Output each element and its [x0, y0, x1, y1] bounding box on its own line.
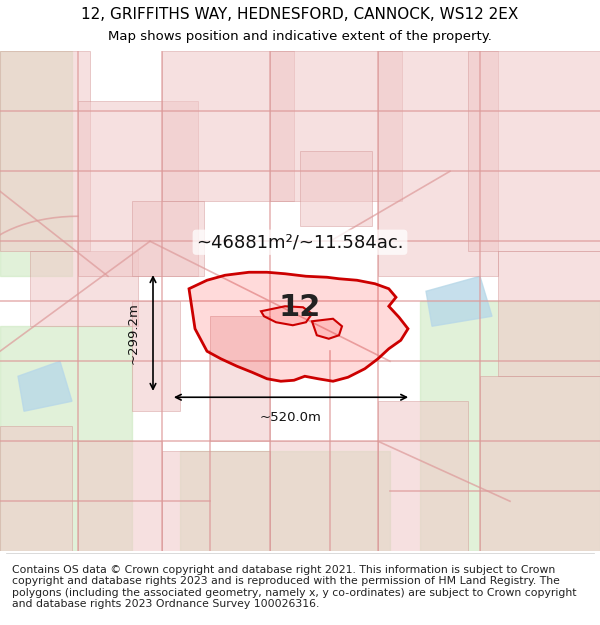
- Bar: [132, 301, 180, 411]
- Text: ~520.0m: ~520.0m: [260, 411, 322, 424]
- Bar: [498, 251, 600, 376]
- Bar: [270, 51, 402, 201]
- Bar: [78, 101, 198, 276]
- Polygon shape: [0, 326, 132, 551]
- Polygon shape: [18, 361, 72, 411]
- Text: Map shows position and indicative extent of the property.: Map shows position and indicative extent…: [108, 31, 492, 43]
- Text: ~46881m²/~11.584ac.: ~46881m²/~11.584ac.: [196, 233, 404, 251]
- Text: 12, GRIFFITHS WAY, HEDNESFORD, CANNOCK, WS12 2EX: 12, GRIFFITHS WAY, HEDNESFORD, CANNOCK, …: [82, 7, 518, 22]
- Bar: [132, 201, 204, 276]
- Text: ~299.2m: ~299.2m: [127, 302, 140, 364]
- Polygon shape: [0, 51, 72, 276]
- Bar: [378, 401, 468, 551]
- Bar: [270, 441, 378, 551]
- Polygon shape: [420, 301, 600, 551]
- Bar: [162, 451, 270, 551]
- Bar: [210, 316, 270, 441]
- Bar: [78, 441, 162, 551]
- Polygon shape: [189, 272, 408, 381]
- Polygon shape: [180, 451, 390, 551]
- Polygon shape: [261, 306, 312, 325]
- Bar: [480, 376, 600, 551]
- Bar: [0, 51, 90, 251]
- Bar: [300, 151, 372, 226]
- Text: Contains OS data © Crown copyright and database right 2021. This information is : Contains OS data © Crown copyright and d…: [12, 564, 577, 609]
- Bar: [468, 51, 600, 251]
- Bar: [162, 51, 294, 201]
- Bar: [378, 51, 498, 276]
- Polygon shape: [426, 276, 492, 326]
- Bar: [30, 251, 138, 326]
- Text: 12: 12: [279, 292, 321, 322]
- Bar: [0, 426, 72, 551]
- Polygon shape: [312, 319, 342, 339]
